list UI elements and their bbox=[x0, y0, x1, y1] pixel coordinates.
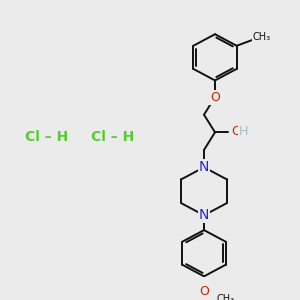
Text: CH₃: CH₃ bbox=[253, 32, 271, 42]
Text: N: N bbox=[199, 160, 209, 174]
Text: Cl – H: Cl – H bbox=[26, 130, 69, 144]
Text: O: O bbox=[231, 125, 241, 138]
Text: CH₃: CH₃ bbox=[217, 293, 235, 300]
Text: H: H bbox=[239, 125, 248, 138]
Text: Cl – H: Cl – H bbox=[92, 130, 135, 144]
Text: O: O bbox=[210, 91, 220, 103]
Text: N: N bbox=[199, 160, 209, 174]
Text: O: O bbox=[199, 285, 209, 298]
Text: N: N bbox=[199, 208, 209, 222]
